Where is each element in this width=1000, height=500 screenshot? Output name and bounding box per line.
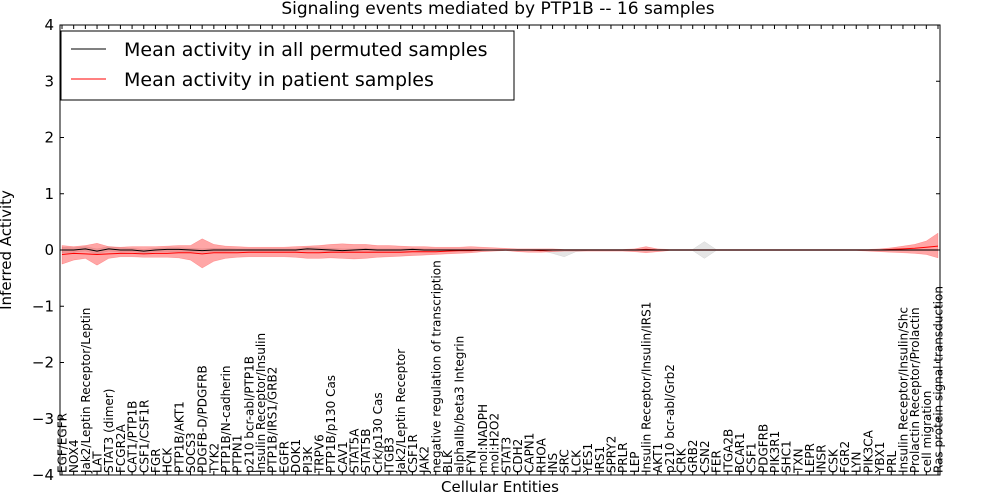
x-tick-label: SHC1 bbox=[780, 440, 794, 473]
x-tick-label: PRL bbox=[885, 450, 899, 473]
x-tick-label: CSF1R bbox=[406, 434, 420, 473]
y-tick-label: −4 bbox=[32, 466, 54, 484]
x-tick-label: STAT3 bbox=[499, 437, 513, 473]
legend-label-patient: Mean activity in patient samples bbox=[124, 69, 434, 91]
y-tick-label: −1 bbox=[32, 297, 54, 315]
x-tick-label: CRK bbox=[675, 447, 689, 473]
x-tick-label: INS bbox=[546, 453, 560, 473]
x-tick-label: FCGR2A bbox=[114, 423, 128, 473]
x-tick-label: Insulin Receptor/Insulin/Shc bbox=[897, 307, 911, 473]
chart-title: Signaling events mediated by PTP1B -- 16… bbox=[281, 0, 714, 19]
x-tick-label: BCAR1 bbox=[733, 432, 747, 473]
x-tick-label: FGR bbox=[149, 448, 163, 473]
x-tick-label: mol:H2O2 bbox=[488, 413, 502, 473]
x-tick-label: BLK bbox=[441, 449, 455, 473]
y-tick-label: 2 bbox=[44, 129, 54, 147]
x-tick-label: PTP1B/p130 Cas bbox=[324, 375, 338, 473]
x-tick-label: GRB2 bbox=[686, 439, 700, 473]
x-tick-label: PDGFRB bbox=[756, 424, 770, 473]
x-tick-label: IRS1 bbox=[593, 446, 607, 473]
x-tick-label: CDH2 bbox=[511, 439, 525, 473]
plot-frame bbox=[59, 24, 941, 476]
y-axis-label: Inferred Activity bbox=[0, 190, 15, 310]
x-tick-label: Jak2/Leptin Receptor/Leptin bbox=[79, 308, 93, 474]
x-tick-label: PTP1B/N-cadherin bbox=[219, 366, 233, 473]
x-tick-label: CAT1/PTP1B bbox=[126, 401, 140, 473]
x-tick-label: INSR bbox=[815, 445, 829, 473]
y-tick-label: −3 bbox=[32, 410, 54, 428]
x-tick-label: negative regulation of transcription bbox=[429, 260, 443, 473]
y-tick-label: 4 bbox=[44, 16, 54, 34]
x-tick-label: PDGFB-D/PDGFRB bbox=[196, 365, 210, 473]
x-tick-label: SOCS3 bbox=[184, 432, 198, 473]
x-tick-label: PRLR bbox=[616, 442, 630, 473]
x-tick-label: AKT1 bbox=[651, 443, 665, 473]
x-tick-label: Ras protein signal transduction bbox=[932, 286, 946, 473]
x-tick-label: TRPV6 bbox=[313, 434, 327, 474]
x-tick-label: PTP1B/IRS1/GRB2 bbox=[266, 367, 280, 473]
x-tick-label: p210 bcr-abl/Grb2 bbox=[663, 364, 677, 473]
x-tick-label: p210 bcr-abl/PTP1B bbox=[242, 356, 256, 473]
band-1 bbox=[61, 232, 939, 269]
x-tick-label: LEPR bbox=[803, 443, 817, 473]
x-tick-label: EGF/EGFR bbox=[56, 413, 70, 473]
x-tick-label: SRC bbox=[558, 449, 572, 473]
x-tick-label: NOX4 bbox=[67, 440, 81, 474]
x-tick-label: Crk/p130 Cas bbox=[371, 392, 385, 473]
legend-label-permuted: Mean activity in all permuted samples bbox=[124, 39, 487, 61]
x-tick-label: mol:NADPH bbox=[476, 404, 490, 473]
x-tick-label: JAK2 bbox=[418, 446, 432, 474]
x-tick-label: CAPN1 bbox=[523, 433, 537, 473]
x-axis-label: Cellular Entities bbox=[441, 478, 559, 496]
x-tick-label: PTP1B/AKT1 bbox=[172, 401, 186, 473]
y-tick-label: 1 bbox=[44, 185, 54, 203]
x-tick-label: CSF1 bbox=[745, 442, 759, 473]
x-tick-label: CSF1/CSF1R bbox=[137, 400, 151, 473]
x-tick-label: TYK2 bbox=[207, 443, 221, 474]
x-tick-label: PI3K bbox=[301, 446, 315, 473]
x-tick-label: cell migration bbox=[920, 391, 934, 473]
x-tick-label: SPRY2 bbox=[605, 436, 619, 473]
x-tick-label: CSN2 bbox=[698, 440, 712, 473]
x-tick-label: LCK bbox=[569, 449, 583, 473]
x-tick-label: LYN bbox=[850, 452, 864, 473]
x-tick-label: EGFR bbox=[277, 441, 291, 473]
legend-box bbox=[60, 30, 515, 101]
x-tick-label: LEP bbox=[628, 451, 642, 473]
x-tick-label: LAT bbox=[91, 451, 105, 473]
x-tick-label: Insulin Receptor/Insulin bbox=[254, 333, 268, 473]
x-tick-label: STAT5B bbox=[359, 429, 373, 474]
x-tick-label: Insulin Receptor/Insulin/IRS1 bbox=[640, 302, 654, 473]
x-tick-label: DOK1 bbox=[289, 439, 303, 473]
x-tick-label: CSK bbox=[826, 448, 840, 473]
x-tick-label: PIK3CA bbox=[861, 429, 875, 473]
x-tick-label: alphaIIb/beta3 Integrin bbox=[453, 336, 467, 473]
x-tick-label: STAT3 (dimer) bbox=[102, 389, 116, 473]
x-tick-label: YBX1 bbox=[873, 442, 887, 474]
x-tick-label: PTPN1 bbox=[231, 435, 245, 473]
x-tick-label: RHOA bbox=[534, 437, 548, 473]
x-tick-label: ITGB3 bbox=[383, 437, 397, 473]
y-tick-label: 3 bbox=[44, 72, 54, 90]
x-tick-label: STAT5A bbox=[348, 428, 362, 473]
x-tick-label: PIK3R1 bbox=[768, 431, 782, 473]
x-tick-label: FGR2 bbox=[838, 441, 852, 473]
x-tick-label: YES1 bbox=[581, 443, 595, 474]
x-tick-label: Prolactin Receptor/Prolactin bbox=[908, 307, 922, 473]
lines bbox=[61, 245, 939, 256]
x-tick-label: CAV1 bbox=[336, 441, 350, 473]
x-tick-label: ITGA2B bbox=[721, 429, 735, 473]
series-line-0 bbox=[62, 248, 938, 252]
x-tick-label: TXN bbox=[791, 448, 805, 474]
x-tick-label: FYN bbox=[464, 450, 478, 473]
x-tick-label: FER bbox=[710, 450, 724, 473]
y-tick-label: −2 bbox=[32, 354, 54, 372]
legend: Mean activity in all permuted samples Me… bbox=[60, 30, 515, 101]
x-tick-label: Jak2/Leptin Receptor bbox=[394, 349, 408, 474]
y-tick-label: 0 bbox=[44, 241, 54, 259]
x-tick-label: HCK bbox=[161, 447, 175, 473]
